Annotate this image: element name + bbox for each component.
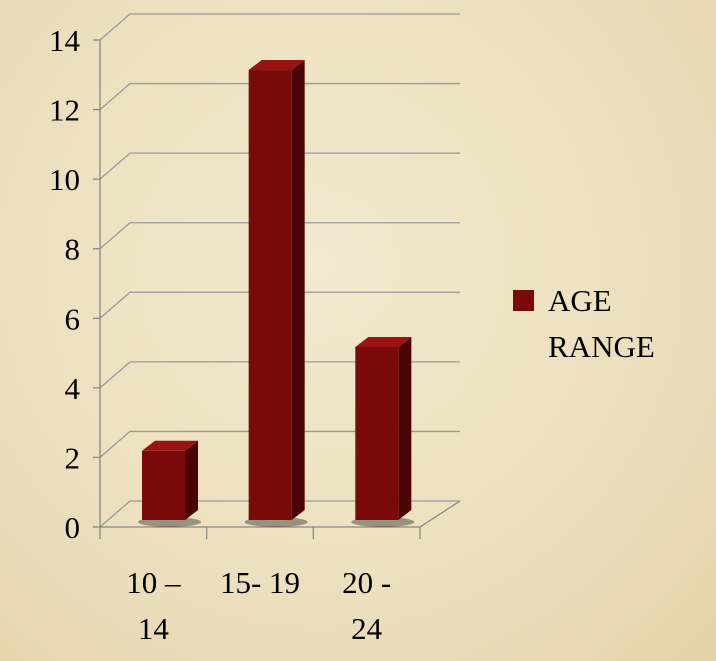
y-tick-label: 14 <box>49 23 81 58</box>
grid-line <box>99 500 460 528</box>
x-tick-label: 15- 19 <box>219 565 301 600</box>
y-tick-label: 2 <box>65 440 81 475</box>
grid-line <box>99 430 460 458</box>
y-tick-label: 10 <box>49 162 80 197</box>
x-tick-label: 20 - 24 <box>342 565 392 646</box>
bar <box>355 336 412 520</box>
y-tick-label: 12 <box>49 93 80 128</box>
grid-line <box>99 13 460 41</box>
bar-side <box>291 60 305 521</box>
bar-top <box>248 60 305 71</box>
y-tick-label: 0 <box>65 510 81 545</box>
legend-swatch <box>513 290 534 311</box>
bar-side <box>185 440 198 520</box>
bar-front <box>248 70 292 520</box>
bar <box>142 440 198 520</box>
grid-line <box>99 222 460 250</box>
y-tick-label: 4 <box>65 371 81 406</box>
grid-line <box>99 361 460 389</box>
y-tick-label: 8 <box>65 232 81 267</box>
bar-front <box>355 346 399 520</box>
bar-top <box>142 440 198 451</box>
bar <box>248 60 305 521</box>
bar-side <box>398 336 412 520</box>
grid-line <box>99 82 460 111</box>
y-tick-label: 6 <box>65 301 81 336</box>
x-tick-label: 10 – 14 <box>126 565 181 646</box>
bar-front <box>142 450 185 520</box>
bar-top <box>355 336 412 347</box>
grid-line <box>99 291 460 319</box>
grid-line <box>99 152 460 180</box>
legend-label: AGE RANGE <box>548 283 655 364</box>
